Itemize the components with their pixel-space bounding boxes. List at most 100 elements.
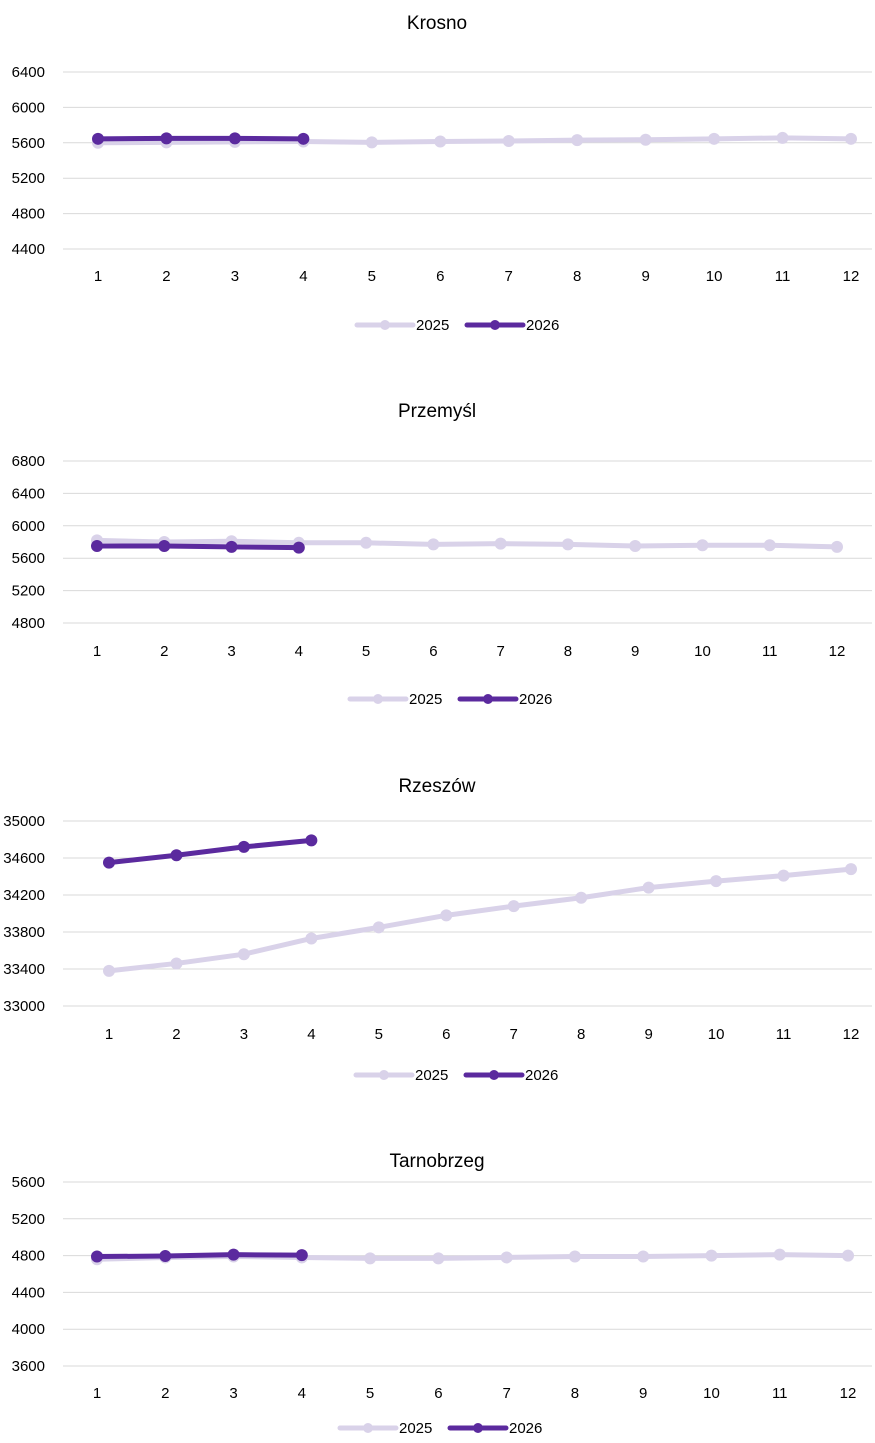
x-tick-label: 1 <box>93 1385 101 1402</box>
legend-item-2025: 2025 <box>350 691 442 708</box>
data-point-2025 <box>643 882 655 894</box>
legend-swatch-marker <box>483 694 493 704</box>
data-point-2026 <box>305 834 317 846</box>
data-point-2025 <box>366 136 378 148</box>
data-point-2025 <box>427 538 439 550</box>
x-tick-label: 2 <box>172 1026 180 1043</box>
x-tick-label: 9 <box>641 268 649 285</box>
x-tick-label: 10 <box>703 1385 720 1402</box>
data-point-2025 <box>774 1249 786 1261</box>
x-tick-label: 8 <box>577 1026 585 1043</box>
x-tick-label: 8 <box>573 268 581 285</box>
data-point-2025 <box>373 921 385 933</box>
legend-label: 2026 <box>519 691 552 708</box>
data-point-2026 <box>158 540 170 552</box>
legend-swatch-marker <box>473 1423 483 1433</box>
x-tick-label: 12 <box>840 1385 857 1402</box>
x-tick-label: 11 <box>762 643 778 660</box>
y-tick-label: 4000 <box>12 1321 45 1338</box>
data-point-2025 <box>710 875 722 887</box>
x-tick-label: 3 <box>240 1026 248 1043</box>
y-tick-label: 5600 <box>12 135 45 152</box>
y-tick-label: 35000 <box>3 813 45 830</box>
legend-swatch-marker <box>490 320 500 330</box>
y-tick-label: 4800 <box>12 1248 45 1265</box>
data-point-2025 <box>845 133 857 145</box>
x-tick-label: 11 <box>775 268 791 285</box>
x-tick-label: 7 <box>510 1026 518 1043</box>
series-line-2026 <box>97 1255 302 1257</box>
data-point-2025 <box>640 134 652 146</box>
y-tick-label: 34200 <box>3 887 45 904</box>
x-tick-label: 8 <box>571 1385 579 1402</box>
legend-label: 2025 <box>399 1420 432 1437</box>
legend-item-2026: 2026 <box>450 1420 542 1437</box>
data-point-2025 <box>440 909 452 921</box>
data-point-2025 <box>778 870 790 882</box>
x-tick-label: 4 <box>295 643 303 660</box>
x-tick-label: 6 <box>442 1026 450 1043</box>
y-tick-label: 5200 <box>12 1211 45 1228</box>
data-point-2026 <box>297 133 309 145</box>
data-point-2025 <box>503 135 515 147</box>
x-tick-label: 7 <box>505 268 513 285</box>
data-point-2025 <box>575 892 587 904</box>
x-tick-label: 9 <box>639 1385 647 1402</box>
data-point-2026 <box>91 540 103 552</box>
data-point-2025 <box>569 1251 581 1263</box>
data-point-2025 <box>432 1252 444 1264</box>
legend-item-2025: 2025 <box>340 1420 432 1437</box>
x-tick-label: 6 <box>436 268 444 285</box>
x-tick-label: 10 <box>708 1026 725 1043</box>
x-tick-label: 6 <box>429 643 437 660</box>
y-tick-label: 3600 <box>12 1358 45 1375</box>
x-tick-label: 3 <box>229 1385 237 1402</box>
x-tick-label: 4 <box>299 268 307 285</box>
legend: 2025 2026 <box>350 691 552 708</box>
legend-swatch-marker <box>373 694 383 704</box>
data-point-2026 <box>160 132 172 144</box>
series-line-2026 <box>97 546 299 548</box>
data-point-2026 <box>170 849 182 861</box>
data-point-2026 <box>92 133 104 145</box>
x-tick-label: 1 <box>93 643 101 660</box>
data-point-2025 <box>434 135 446 147</box>
data-point-2026 <box>229 132 241 144</box>
x-tick-label: 7 <box>502 1385 510 1402</box>
data-point-2026 <box>238 841 250 853</box>
x-tick-label: 10 <box>694 643 711 660</box>
data-point-2025 <box>705 1250 717 1262</box>
series-line-2026 <box>109 840 311 862</box>
x-tick-label: 2 <box>162 268 170 285</box>
chart-title: Rzeszów <box>398 776 475 797</box>
data-point-2025 <box>842 1250 854 1262</box>
data-point-2025 <box>360 537 372 549</box>
y-tick-label: 4800 <box>12 615 45 632</box>
data-point-2025 <box>495 538 507 550</box>
data-point-2026 <box>293 542 305 554</box>
data-point-2025 <box>845 863 857 875</box>
x-tick-label: 12 <box>829 643 846 660</box>
legend-item-2025: 2025 <box>357 317 449 334</box>
legend-swatch-marker <box>379 1070 389 1080</box>
y-tick-label: 5200 <box>12 583 45 600</box>
x-tick-label: 8 <box>564 643 572 660</box>
y-tick-label: 33800 <box>3 924 45 941</box>
data-point-2025 <box>764 539 776 551</box>
data-point-2026 <box>91 1251 103 1263</box>
chart-title: Przemyśl <box>398 401 476 422</box>
legend-label: 2025 <box>416 317 449 334</box>
x-tick-label: 1 <box>94 268 102 285</box>
y-tick-label: 6400 <box>12 64 45 81</box>
legend-swatch-marker <box>380 320 390 330</box>
y-tick-label: 5600 <box>12 550 45 567</box>
legend-item-2026: 2026 <box>467 317 559 334</box>
x-tick-label: 1 <box>105 1026 113 1043</box>
data-point-2025 <box>364 1252 376 1264</box>
chart-title: Tarnobrzeg <box>389 1151 484 1172</box>
